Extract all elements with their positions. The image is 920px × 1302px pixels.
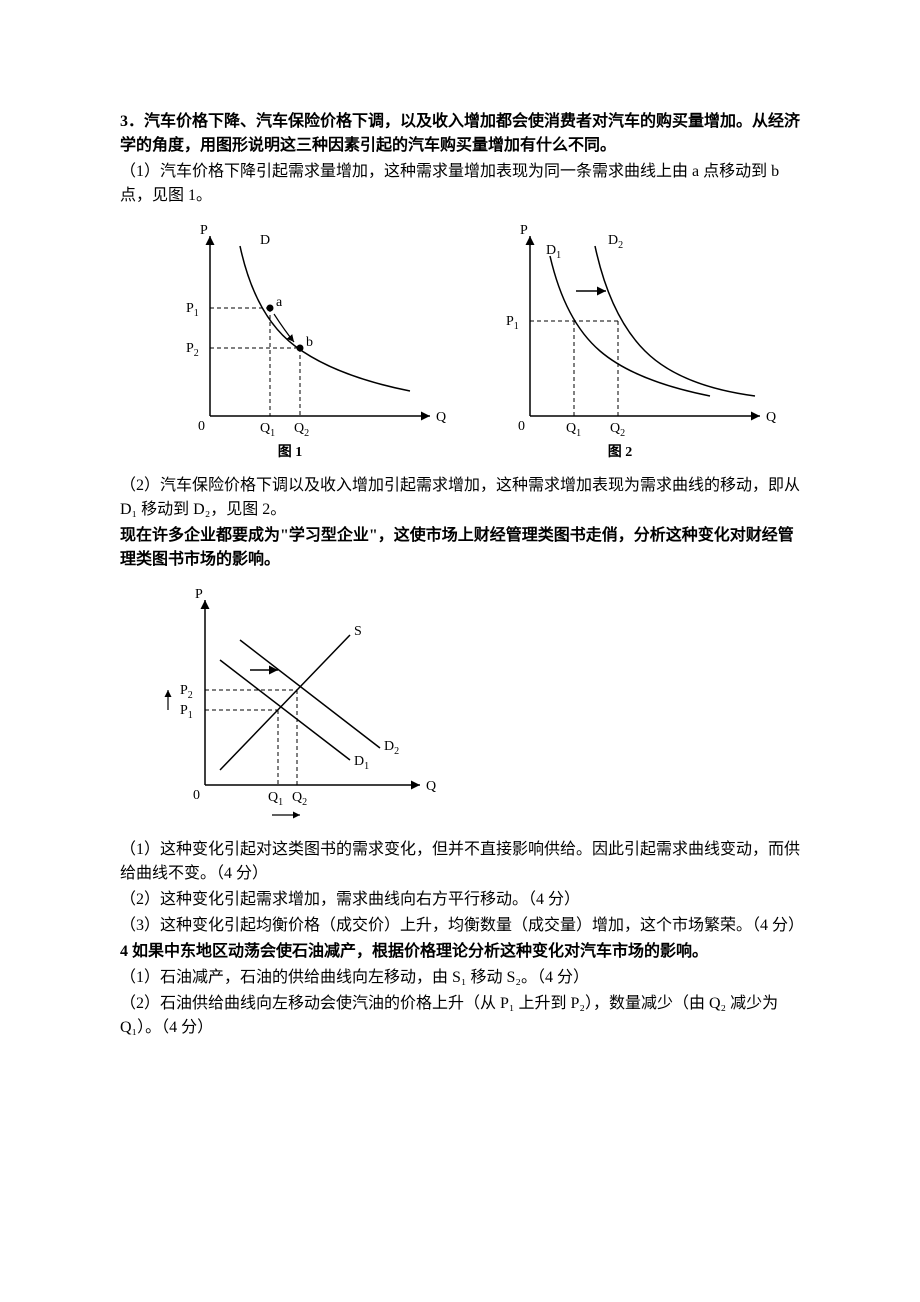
q3-p2: （2）汽车保险价格下调以及收入增加引起需求增加，这种需求增加表现为需求曲线的移动… [120, 474, 800, 522]
qbooks-a3: （3）这种变化引起均衡价格（成交价）上升，均衡数量（成交量）增加，这个市场繁荣。… [120, 914, 800, 938]
fig3-Q2: Q [292, 790, 302, 805]
svg-text:Q1: Q1 [260, 421, 275, 439]
fig2-D1s: 1 [556, 250, 561, 261]
fig1-O: 0 [198, 419, 205, 434]
qbooks-a1: （1）这种变化引起对这类图书的需求变化，但并不直接影响供给。因此引起需求曲线变动… [120, 838, 800, 886]
fig1-a: a [276, 295, 283, 310]
figure-2: P Q 0 D1 D2 P1 Q1 Q2 图 2 [480, 216, 780, 466]
fig2-Q1: Q [566, 421, 576, 436]
q4-title: 4 如果中东地区动荡会使石油减产，根据价格理论分析这种变化对汽车市场的影响。 [120, 940, 800, 964]
fig2-D2s: 2 [618, 240, 623, 251]
svg-text:Q2: Q2 [294, 421, 309, 439]
fig2-P: P [520, 223, 528, 238]
figure-1: P Q 0 D a b P1 P2 Q1 Q2 [160, 216, 450, 466]
svg-text:Q2: Q2 [610, 421, 625, 439]
fig1-Q1: Q [260, 421, 270, 436]
fig1-Q1s: 1 [270, 428, 275, 439]
fig3-P: P [195, 587, 203, 602]
fig1-Q2: Q [294, 421, 304, 436]
svg-text:P1: P1 [180, 703, 193, 721]
fig2-D2: D [608, 233, 618, 248]
fig1-P: P [200, 223, 208, 238]
fig1-b: b [306, 335, 313, 350]
page-content: 3．汽车价格下降、汽车保险价格下调，以及收入增加都会使消费者对汽车的购买量增加。… [0, 0, 920, 1102]
fig2-Q2: Q [610, 421, 620, 436]
fig3-P2s: 2 [188, 690, 193, 701]
fig3-P1: P [180, 703, 188, 718]
fig2-label: 图 2 [608, 444, 633, 460]
fig3-Q1: Q [268, 790, 278, 805]
fig2-Q2s: 2 [620, 428, 625, 439]
qbooks-title: 现在许多企业都要成为"学习型企业"，这使市场上财经管理类图书走俏，分析这种变化对… [120, 524, 800, 572]
svg-text:D2: D2 [608, 233, 623, 251]
svg-text:P2: P2 [180, 683, 193, 701]
q4-a2: （2）石油供给曲线向左移动会使汽油的价格上升（从 P₁ 上升到 P₂），数量减少… [120, 992, 800, 1040]
fig2-Q: Q [766, 410, 776, 425]
svg-text:D2: D2 [384, 739, 399, 757]
q3-title: 3．汽车价格下降、汽车保险价格下调，以及收入增加都会使消费者对汽车的购买量增加。… [120, 110, 800, 158]
q3-p1: （1）汽车价格下降引起需求量增加，这种需求量增加表现为同一条需求曲线上由 a 点… [120, 160, 800, 208]
fig2-D1: D [546, 243, 556, 258]
svg-text:P2: P2 [186, 341, 199, 359]
q4-a1: （1）石油减产，石油的供给曲线向左移动，由 S₁ 移动 S₂。（4 分） [120, 966, 800, 990]
fig3-D2: D [384, 739, 394, 754]
fig3-D1: D [354, 754, 364, 769]
fig1-Q2s: 2 [304, 428, 309, 439]
fig3-Q: Q [426, 779, 436, 794]
fig3-D2s: 2 [394, 746, 399, 757]
figure-3: P Q 0 S D1 D2 P1 P2 Q1 [150, 580, 450, 830]
fig1-P2s: 2 [194, 348, 199, 359]
fig1-P1s: 1 [194, 308, 199, 319]
svg-text:Q1: Q1 [268, 790, 283, 808]
fig2-P1s: 1 [514, 321, 519, 332]
figure-3-wrap: P Q 0 S D1 D2 P1 P2 Q1 [150, 580, 800, 830]
svg-text:Q1: Q1 [566, 421, 581, 439]
fig1-P1: P [186, 301, 194, 316]
fig1-Q: Q [436, 410, 446, 425]
fig1-label: 图 1 [278, 444, 303, 460]
svg-text:P1: P1 [186, 301, 199, 319]
figures-1-2-row: P Q 0 D a b P1 P2 Q1 Q2 [160, 216, 800, 466]
svg-text:P1: P1 [506, 314, 519, 332]
svg-text:D1: D1 [546, 243, 561, 261]
fig2-Q1s: 1 [576, 428, 581, 439]
fig1-D: D [260, 233, 270, 248]
svg-text:D1: D1 [354, 754, 369, 772]
fig3-Q2s: 2 [302, 797, 307, 808]
fig2-O: 0 [518, 419, 525, 434]
fig1-P2: P [186, 341, 194, 356]
fig3-D1s: 1 [364, 761, 369, 772]
fig3-S: S [354, 624, 362, 639]
fig3-P2: P [180, 683, 188, 698]
svg-text:Q2: Q2 [292, 790, 307, 808]
fig3-P1s: 1 [188, 710, 193, 721]
fig3-O: 0 [193, 788, 200, 803]
qbooks-a2: （2）这种变化引起需求增加，需求曲线向右方平行移动。（4 分） [120, 888, 800, 912]
fig3-Q1s: 1 [278, 797, 283, 808]
fig2-P1: P [506, 314, 514, 329]
